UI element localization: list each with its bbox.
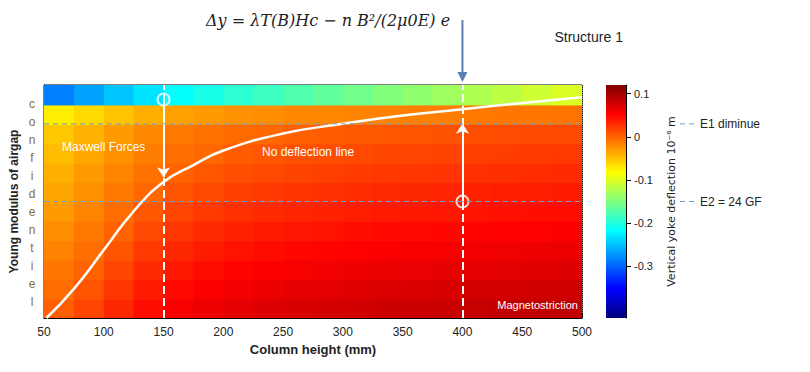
svg-text:Δy = λT(B)Hc − n B²/(2μ0E) e: Δy = λT(B)Hc − n B²/(2μ0E) e: [205, 11, 450, 30]
svg-text:50: 50: [37, 325, 51, 339]
svg-text:Column height (mm): Column height (mm): [250, 342, 376, 357]
svg-text:100: 100: [94, 325, 114, 339]
svg-text:i: i: [31, 169, 34, 183]
svg-text:250: 250: [273, 325, 293, 339]
svg-text:150: 150: [154, 325, 174, 339]
svg-text:200: 200: [213, 325, 233, 339]
svg-text:c: c: [29, 97, 35, 111]
svg-text:e: e: [29, 205, 36, 219]
svg-text:350: 350: [393, 325, 413, 339]
svg-text:Structure 1: Structure 1: [554, 29, 623, 45]
svg-text:-0.3: -0.3: [634, 260, 653, 272]
svg-text:E2 = 24 GF: E2 = 24 GF: [700, 195, 762, 209]
svg-text:-0.1: -0.1: [634, 174, 653, 186]
svg-text:0.1: 0.1: [634, 88, 649, 100]
svg-text:o: o: [29, 115, 36, 129]
svg-text:E1 diminue: E1 diminue: [700, 117, 760, 131]
svg-text:450: 450: [512, 325, 532, 339]
svg-text:e: e: [29, 277, 36, 291]
svg-text:Magnetostriction: Magnetostriction: [497, 299, 578, 311]
svg-text:400: 400: [452, 325, 472, 339]
svg-text:Maxwell Forces: Maxwell Forces: [62, 140, 145, 154]
svg-text:Young modulus of airgap: Young modulus of airgap: [7, 130, 21, 274]
svg-text:i: i: [31, 259, 34, 273]
svg-text:n: n: [29, 223, 36, 237]
svg-text:d: d: [29, 187, 36, 201]
svg-text:-0.2: -0.2: [634, 217, 653, 229]
svg-text:0: 0: [634, 131, 640, 143]
svg-text:l: l: [31, 295, 34, 309]
svg-text:f: f: [30, 151, 34, 165]
svg-text:500: 500: [572, 325, 592, 339]
svg-text:300: 300: [333, 325, 353, 339]
svg-text:Vertical yoke deflection 10⁻⁶: Vertical yoke deflection 10⁻⁶ m: [665, 116, 678, 287]
svg-text:t: t: [30, 241, 34, 255]
svg-text:No deflection line: No deflection line: [262, 145, 354, 159]
svg-text:n: n: [29, 133, 36, 147]
